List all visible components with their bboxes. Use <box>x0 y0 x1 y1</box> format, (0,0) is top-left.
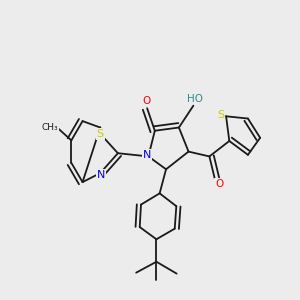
Text: S: S <box>217 110 224 120</box>
Text: CH₃: CH₃ <box>41 123 58 132</box>
Text: S: S <box>97 129 104 139</box>
Text: O: O <box>142 96 150 106</box>
Text: N: N <box>97 170 105 180</box>
Text: HO: HO <box>187 94 203 103</box>
Text: O: O <box>215 179 223 189</box>
Text: N: N <box>142 150 151 160</box>
